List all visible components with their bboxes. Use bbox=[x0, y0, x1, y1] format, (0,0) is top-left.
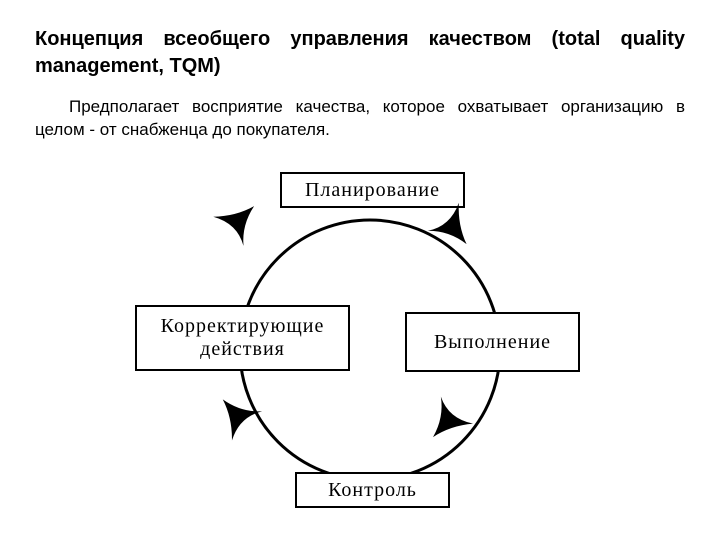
arrow-act-to-plan bbox=[206, 192, 266, 252]
body-paragraph: Предполагает восприятие качества, которо… bbox=[35, 96, 685, 142]
node-act: Корректирующие действия bbox=[135, 305, 350, 371]
arrow-plan-to-do bbox=[422, 195, 482, 255]
cycle-diagram: Планирование Выполнение Контроль Коррект… bbox=[100, 160, 630, 530]
node-check: Контроль bbox=[295, 472, 450, 508]
arrow-check-to-act bbox=[208, 388, 268, 448]
page-title: Концепция всеобщего управления качеством… bbox=[35, 26, 685, 80]
node-do: Выполнение bbox=[405, 312, 580, 372]
arrow-do-to-check bbox=[420, 390, 480, 450]
